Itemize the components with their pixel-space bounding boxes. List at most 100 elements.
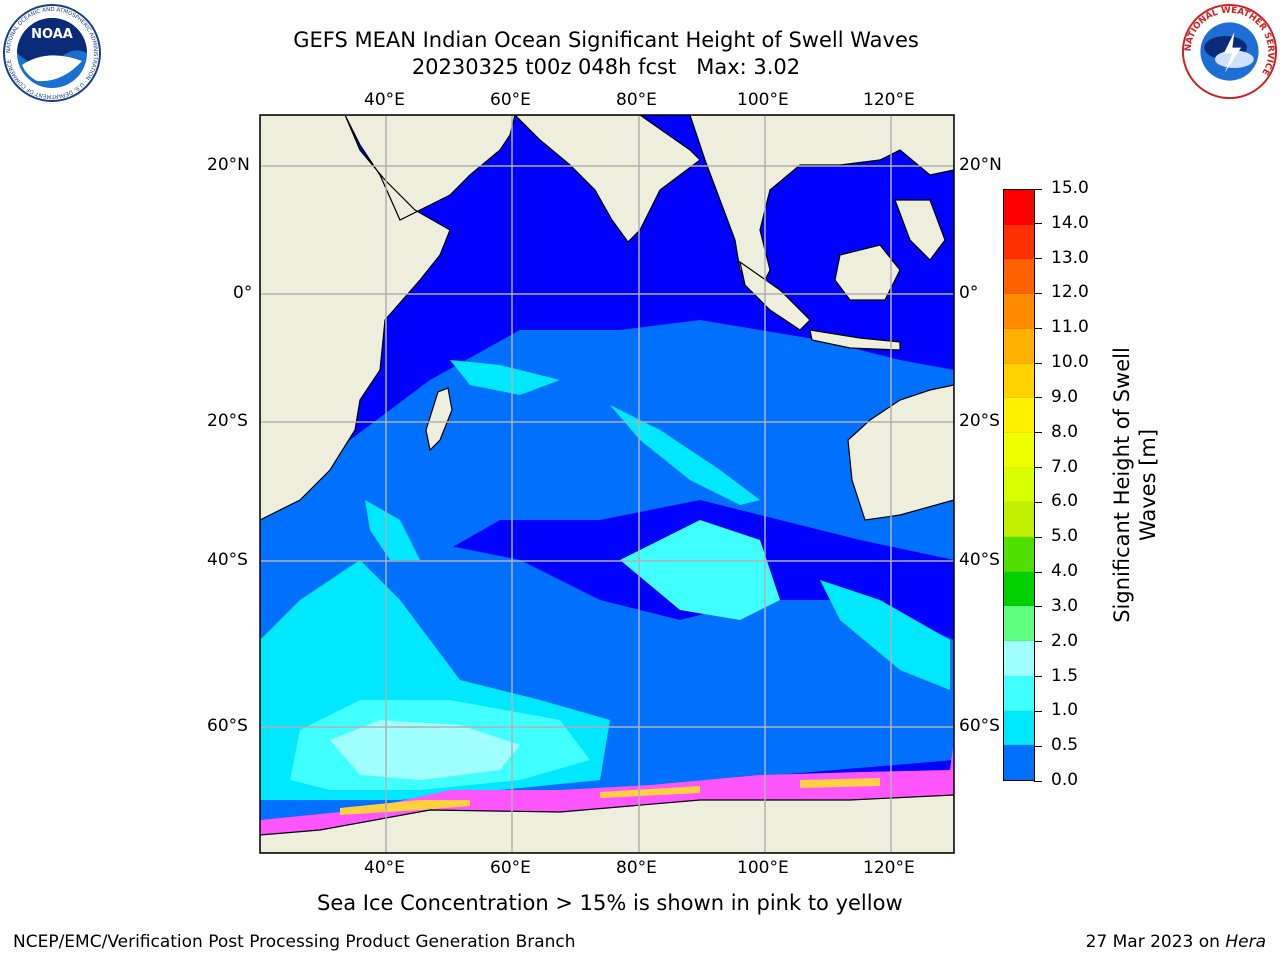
colorbar-tick-mark — [1034, 327, 1042, 329]
colorbar-label: Significant Height of Swell Waves [m] — [1110, 347, 1160, 623]
colorbar-segment — [1004, 259, 1034, 295]
sea-ice-pink — [260, 740, 954, 835]
colorbar-tick-label: 12.0 — [1051, 282, 1089, 303]
colorbar-tick-mark — [1034, 362, 1042, 364]
colorbar-segment — [1004, 606, 1034, 642]
land-madagascar — [425, 387, 453, 452]
footer-date: 27 Mar 2023 on Hera — [1086, 932, 1266, 952]
colorbar-tick-mark — [1034, 641, 1042, 643]
footer-date-text: 27 Mar 2023 on — [1085, 932, 1226, 952]
land-java — [809, 329, 901, 351]
colorbar-segment — [1004, 502, 1034, 538]
colorbar-tick-label: 11.0 — [1051, 317, 1089, 338]
land-india — [514, 115, 701, 243]
lon-label-bottom-40e: 40°E — [364, 858, 405, 878]
lat-label-left-60s: 60°S — [207, 716, 248, 736]
lat-label-left-0: 0° — [233, 283, 253, 303]
sea-ice-yellow — [340, 778, 880, 815]
footer-host: Hera — [1225, 932, 1266, 952]
colorbar-segment — [1004, 363, 1034, 399]
colorbar-tick-mark — [1034, 397, 1042, 399]
lon-label-top-60e: 60°E — [490, 90, 531, 110]
colorbar-label-line1: Significant Height of Swell — [1110, 347, 1134, 623]
land-antarctica — [260, 794, 954, 853]
colorbar-segment — [1004, 224, 1034, 260]
noaa-logo-text: NOAA — [31, 27, 73, 42]
lat-label-left-20s: 20°S — [207, 411, 248, 431]
land-philippines — [894, 199, 946, 261]
lat-label-left-20n: 20°N — [207, 155, 250, 175]
colorbar-tick-label: 1.5 — [1051, 665, 1079, 686]
land-borneo — [834, 244, 901, 301]
gridlines — [260, 115, 954, 853]
colorbar-tick-mark — [1034, 258, 1042, 260]
colorbar-tick-label: 1.0 — [1051, 700, 1079, 721]
map-frame — [259, 114, 955, 854]
lon-label-bottom-60e: 60°E — [490, 858, 531, 878]
colorbar-segment — [1004, 675, 1034, 711]
colorbar-tick-mark — [1034, 223, 1042, 225]
lon-label-top-80e: 80°E — [616, 90, 657, 110]
colorbar-tick-label: 5.0 — [1051, 526, 1079, 547]
colorbar-tick-mark — [1034, 292, 1042, 294]
colorbar-label-line2: Waves [m] — [1136, 429, 1160, 541]
lat-label-right-40s: 40°S — [959, 550, 1000, 570]
colorbar-tick-label: 2.0 — [1051, 630, 1079, 651]
colorbar-tick-label: 4.0 — [1051, 561, 1079, 582]
colorbar-tick-label: 9.0 — [1051, 386, 1079, 407]
land-africa-arabia — [260, 115, 516, 521]
lon-label-bottom-100e: 100°E — [737, 858, 789, 878]
lat-label-left-40s: 40°S — [207, 550, 248, 570]
colorbar-tick-mark — [1034, 501, 1042, 503]
colorbar-segment — [1004, 745, 1034, 780]
lat-label-right-0: 0° — [959, 283, 979, 303]
colorbar-tick-mark — [1034, 188, 1042, 190]
colorbar-tick-mark — [1034, 780, 1042, 782]
colorbar-tick-label: 3.0 — [1051, 595, 1079, 616]
swell-peak — [330, 720, 520, 780]
colorbar-segment — [1004, 467, 1034, 503]
noaa-logo: NOAA NATIONAL OCEANIC AND ATMOSPHERIC AD… — [3, 4, 101, 102]
footer-branch: NCEP/EMC/Verification Post Processing Pr… — [13, 932, 576, 952]
lat-label-right-60s: 60°S — [959, 716, 1000, 736]
lon-label-top-100e: 100°E — [737, 90, 789, 110]
colorbar-segment — [1004, 398, 1034, 433]
colorbar-tick-mark — [1034, 536, 1042, 538]
colorbar-tick-label: 6.0 — [1051, 491, 1079, 512]
colorbar-tick-label: 7.0 — [1051, 456, 1079, 477]
colorbar-tick-mark — [1034, 676, 1042, 678]
colorbar-tick-label: 15.0 — [1051, 178, 1089, 198]
sea-ice-caption: Sea Ice Concentration > 15% is shown in … — [317, 891, 903, 915]
colorbar-segment — [1004, 641, 1034, 676]
chart-title: GEFS MEAN Indian Ocean Significant Heigh… — [293, 28, 919, 52]
land-se-asia — [689, 115, 954, 292]
land-australia — [847, 384, 954, 521]
chart-subtitle: 20230325 t00z 048h fcst Max: 3.02 — [411, 55, 801, 79]
colorbar-tick-mark — [1034, 467, 1042, 469]
lon-label-bottom-120e: 120°E — [863, 858, 915, 878]
colorbar-tick-label: 14.0 — [1051, 212, 1089, 233]
colorbar — [1003, 189, 1035, 781]
colorbar-segment — [1004, 190, 1034, 225]
colorbar-tick-mark — [1034, 606, 1042, 608]
colorbar-segment — [1004, 571, 1034, 607]
colorbar-segment — [1004, 710, 1034, 746]
colorbar-tick-mark — [1034, 432, 1042, 434]
colorbar-tick-label: 0.0 — [1051, 770, 1079, 790]
colorbar-tick-label: 13.0 — [1051, 247, 1089, 268]
lon-label-top-120e: 120°E — [863, 90, 915, 110]
colorbar-tick-mark — [1034, 571, 1042, 573]
colorbar-tick-label: 10.0 — [1051, 352, 1089, 373]
lon-label-bottom-80e: 80°E — [616, 858, 657, 878]
swell-patch-high — [620, 520, 780, 620]
colorbar-tick-label: 0.5 — [1051, 735, 1079, 756]
lat-label-right-20s: 20°S — [959, 411, 1000, 431]
lon-label-top-40e: 40°E — [364, 90, 405, 110]
nws-logo: NATIONAL WEATHER SERVICE — [1181, 3, 1278, 100]
colorbar-segment — [1004, 432, 1034, 468]
colorbar-tick-mark — [1034, 710, 1042, 712]
colorbar-tick-mark — [1034, 745, 1042, 747]
colorbar-segment — [1004, 294, 1034, 329]
land-sumatra — [739, 260, 811, 331]
